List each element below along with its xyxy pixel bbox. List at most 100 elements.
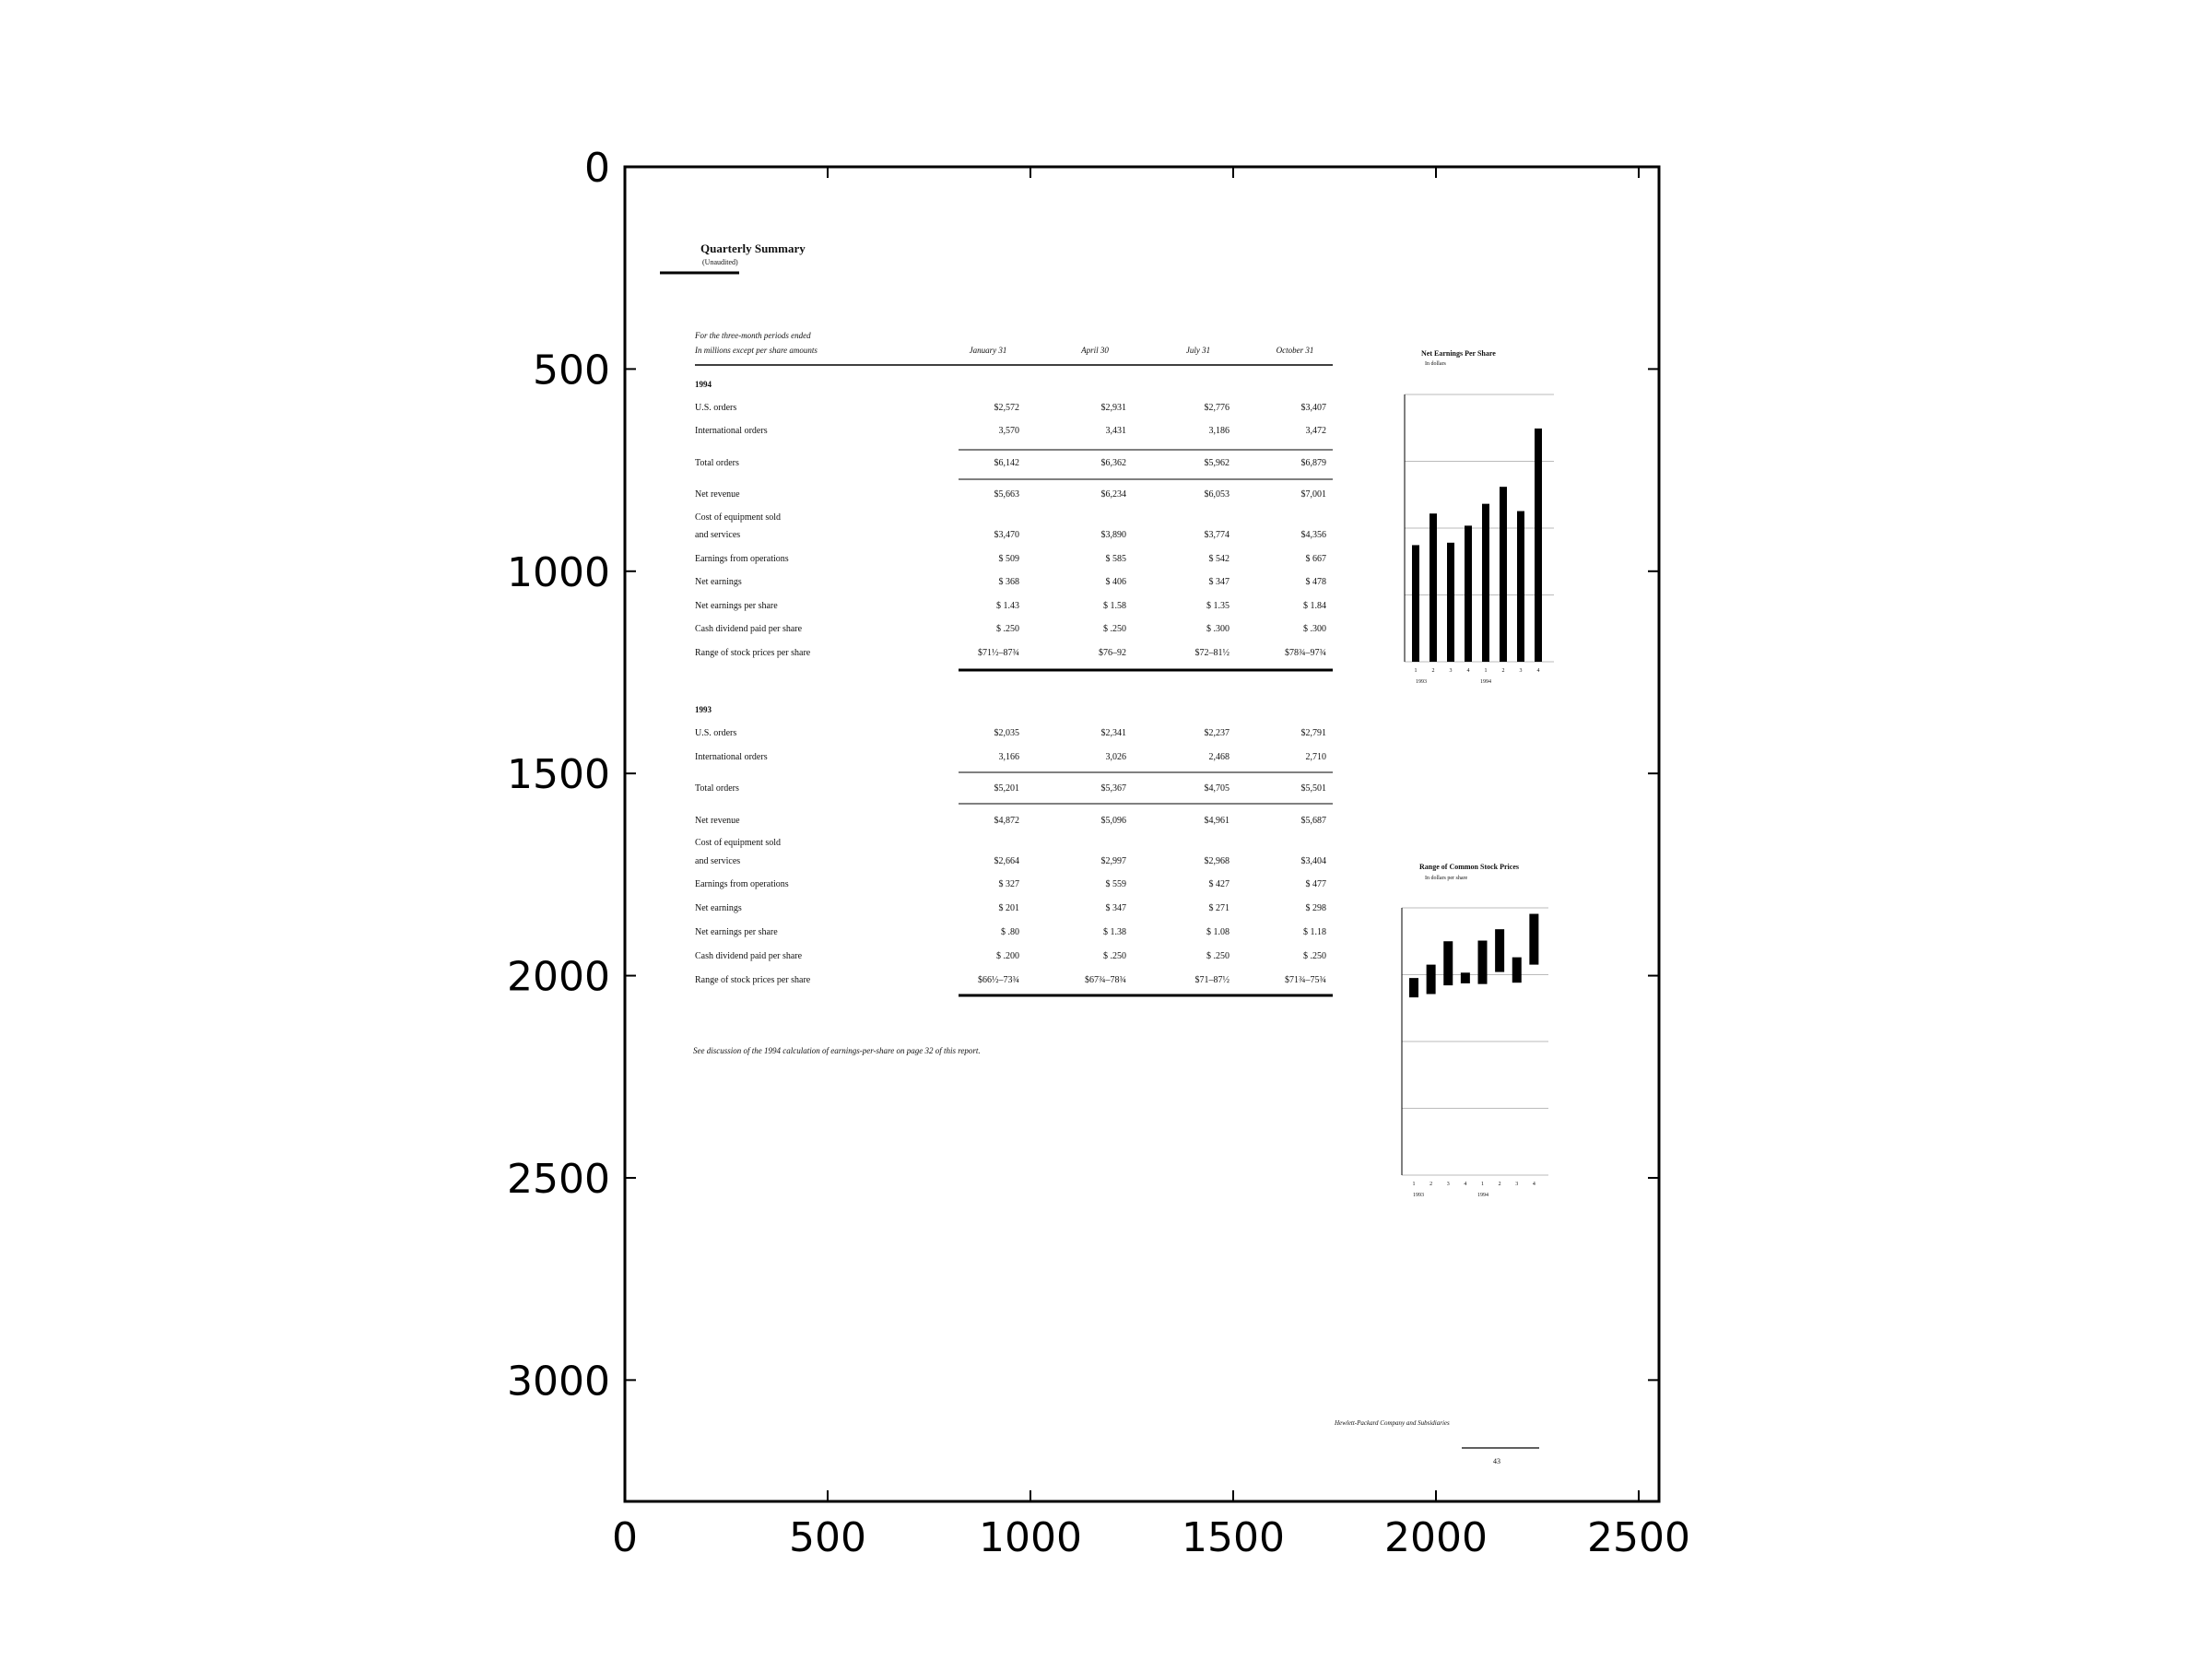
table-cell: $ 427	[1209, 879, 1230, 889]
page-number: 43	[1493, 1457, 1500, 1465]
x-axis: 0 500 1000 1500 2000 2500	[612, 167, 1690, 1561]
table-cell: $2,791	[1301, 728, 1327, 738]
chart-tick-label: 3	[1515, 1182, 1518, 1187]
chart-title: Range of Common Stock Prices	[1419, 863, 1519, 871]
table-cell: $ .250	[996, 624, 1019, 634]
table-cell: $ 1.58	[1103, 601, 1126, 611]
column-header: October 31	[1277, 346, 1314, 355]
table-cell: $ .300	[1206, 624, 1230, 634]
chart-tick-label: 2	[1430, 1182, 1432, 1187]
price-range-bar	[1443, 941, 1453, 986]
chart-tick-label: 3	[1520, 668, 1523, 674]
table-cell: $ 478	[1306, 577, 1327, 587]
stock-price-chart: Range of Common Stock Prices In dollars p…	[1401, 863, 1548, 1198]
table-cell: $2,237	[1205, 728, 1230, 738]
price-range-bar	[1512, 957, 1522, 983]
table-cell: $ 347	[1209, 577, 1230, 587]
x-tick-label: 2000	[1384, 1514, 1488, 1561]
table-cell: $ .80	[1001, 927, 1019, 937]
row-label: International orders	[695, 752, 768, 762]
chart-tick-label: 3	[1450, 668, 1453, 674]
row-label: Net revenue	[695, 489, 740, 500]
doc-footnote: See discussion of the 1994 calculation o…	[693, 1046, 981, 1055]
table-cell: $6,234	[1101, 489, 1127, 500]
table-cell: $ 509	[999, 554, 1020, 564]
table-cell: $ 1.43	[996, 601, 1019, 611]
row-label: and services	[695, 530, 740, 540]
table-cell: $3,407	[1301, 403, 1327, 413]
doc-header-line1: For the three-month periods ended	[694, 331, 811, 340]
table-cell: $ 298	[1306, 903, 1327, 913]
chart-group-label: 1994	[1477, 1193, 1488, 1198]
table-cell: 3,431	[1106, 426, 1127, 436]
x-tick-label: 2500	[1587, 1514, 1690, 1561]
table-cell: $71½–87¾	[978, 648, 1019, 658]
table-cell: $2,997	[1101, 856, 1127, 866]
table-cell: $ .200	[996, 951, 1019, 961]
table-cell: $5,687	[1301, 816, 1327, 826]
x-tick-label: 1000	[979, 1514, 1082, 1561]
table-1993: 1993 U.S. orders $2,035 $2,341 $2,237 $2,791 I…	[695, 705, 1333, 997]
row-label: Net earnings	[695, 577, 742, 587]
table-cell: $ 271	[1209, 903, 1230, 913]
table-cell: $ 477	[1306, 879, 1327, 889]
y-tick-label: 2500	[507, 1156, 610, 1203]
price-range-bar	[1460, 972, 1470, 983]
eps-bar	[1430, 513, 1437, 662]
table-cell: $6,879	[1301, 458, 1327, 468]
row-label: Net earnings per share	[695, 601, 778, 611]
row-label: Net earnings per share	[695, 927, 778, 937]
table-cell: $ 1.08	[1206, 927, 1230, 937]
table-cell: $5,663	[994, 489, 1020, 500]
row-label: Range of stock prices per share	[695, 648, 811, 658]
y-tick-label: 0	[584, 145, 610, 192]
column-header: April 30	[1080, 346, 1109, 355]
chart-group-label: 1993	[1416, 679, 1427, 685]
y-tick-label: 500	[533, 347, 610, 394]
doc-footer: Hewlett-Packard Company and Subsidiaries	[1334, 1419, 1450, 1427]
table-cell: $ .300	[1303, 624, 1326, 634]
chart-tick-label: 3	[1447, 1182, 1450, 1187]
document-image: Quarterly Summary (Unaudited) For the th…	[660, 241, 1554, 1465]
table-cell: $ 585	[1106, 554, 1127, 564]
table-cell: $2,776	[1205, 403, 1230, 413]
table-cell: 2,468	[1209, 752, 1230, 762]
table-cell: $3,470	[994, 530, 1020, 540]
table-cell: $2,931	[1101, 403, 1127, 413]
table-cell: $5,501	[1301, 783, 1327, 794]
chart-subtitle: In dollars	[1425, 361, 1446, 367]
row-label: Earnings from operations	[695, 879, 789, 889]
row-label: Total orders	[695, 458, 739, 468]
table-cell: $66½–73¾	[978, 975, 1019, 985]
y-tick-label: 2000	[507, 954, 610, 1001]
table-cell: $78¾–97¾	[1285, 648, 1326, 658]
row-label: International orders	[695, 426, 768, 436]
table-cell: $7,001	[1301, 489, 1327, 500]
chart-group-label: 1994	[1480, 679, 1491, 685]
table-cell: $ 327	[999, 879, 1020, 889]
doc-title: Quarterly Summary	[700, 241, 806, 255]
table-cell: 3,186	[1209, 426, 1230, 436]
table-1994: 1994 U.S. orders $2,572 $2,931 $2,776 $3,407 I…	[695, 380, 1333, 672]
x-tick-label: 500	[789, 1514, 866, 1561]
column-headers: January 31 April 30 July 31 October 31	[970, 346, 1314, 355]
chart-subtitle: In dollars per share	[1425, 876, 1467, 881]
year-heading: 1993	[695, 705, 712, 714]
y-tick-label: 3000	[507, 1358, 610, 1405]
table-cell: $4,961	[1205, 816, 1230, 826]
table-cell: $4,872	[994, 816, 1020, 826]
chart-tick-label: 4	[1537, 668, 1540, 674]
row-label: Range of stock prices per share	[695, 975, 811, 985]
chart-tick-label: 2	[1502, 668, 1505, 674]
table-cell: $ .250	[1206, 951, 1230, 961]
eps-bar	[1500, 487, 1507, 662]
row-label: Total orders	[695, 783, 739, 794]
x-tick-label: 1500	[1182, 1514, 1285, 1561]
table-cell: $71–87½	[1195, 975, 1230, 985]
y-tick-label: 1500	[507, 751, 610, 798]
eps-bar	[1412, 545, 1419, 662]
table-cell: $5,201	[994, 783, 1020, 794]
table-cell: 3,570	[999, 426, 1020, 436]
chart-tick-label: 1	[1415, 668, 1418, 674]
